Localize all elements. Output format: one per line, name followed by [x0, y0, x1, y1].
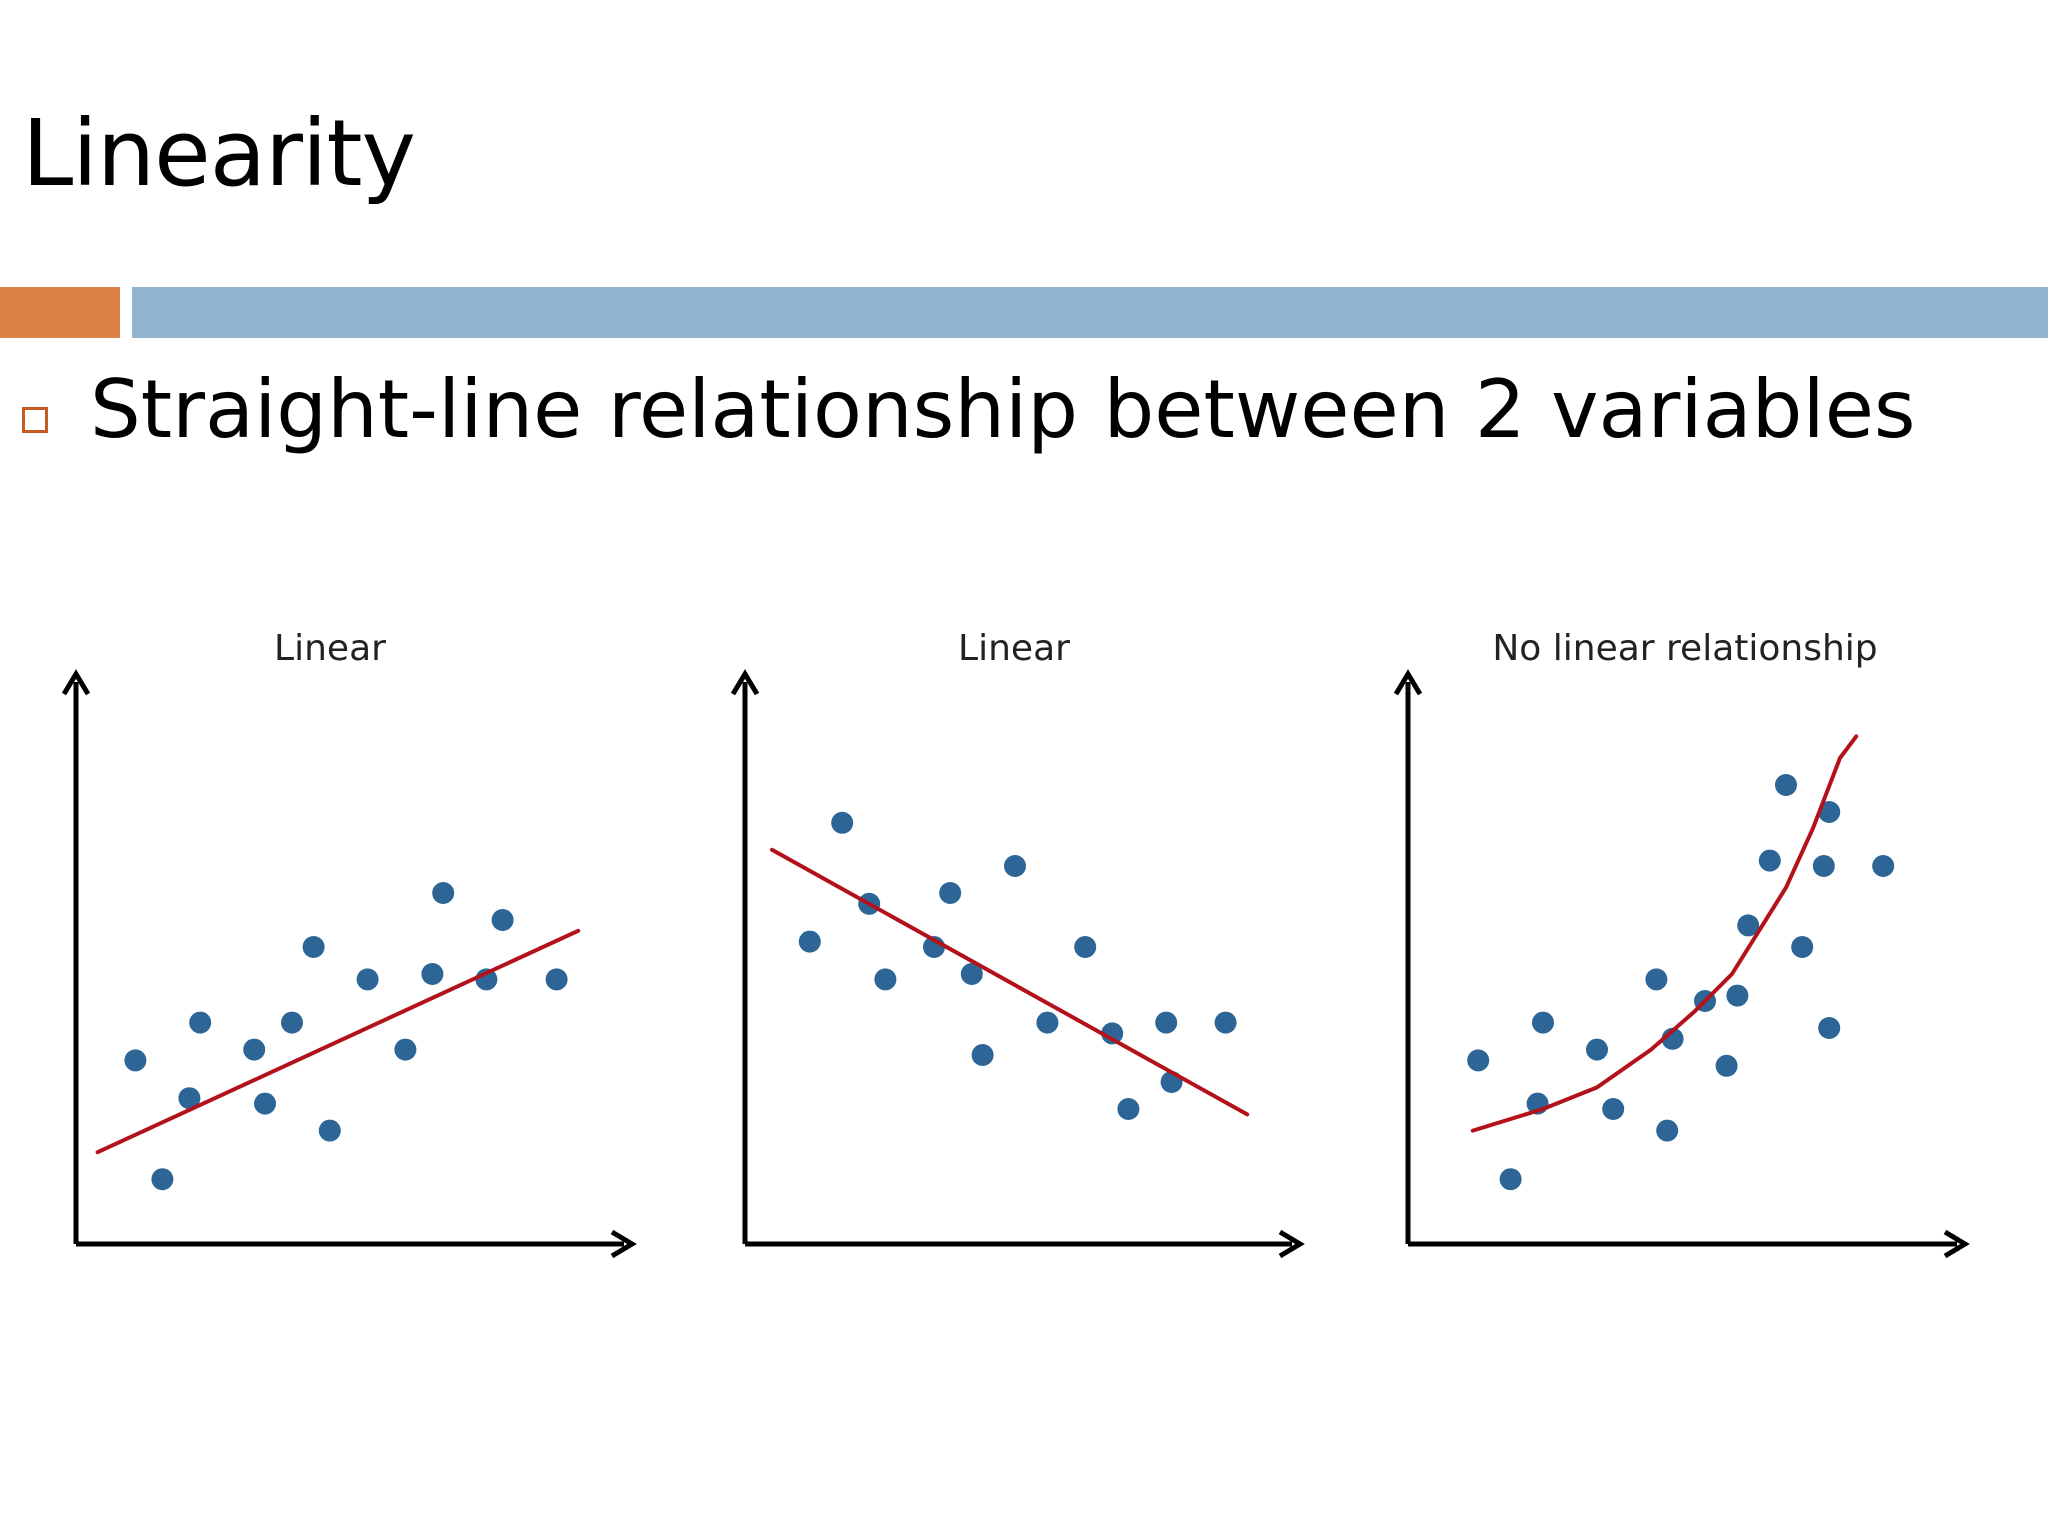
data-point: [1775, 774, 1797, 796]
bullet-item: Straight-line relationship between 2 var…: [22, 370, 1916, 450]
data-point: [960, 963, 983, 985]
data-point: [124, 1049, 147, 1072]
square-bullet-icon: [22, 407, 48, 433]
data-point: [1586, 1038, 1608, 1061]
data-point: [1818, 1017, 1841, 1039]
data-point: [1499, 1168, 1522, 1191]
data-point: [491, 909, 514, 931]
chart-1: [61, 669, 637, 1259]
data-point: [1214, 1011, 1237, 1034]
data-point: [1602, 1098, 1625, 1120]
y-axis-arrow-icon: [730, 669, 760, 696]
data-point: [971, 1044, 994, 1066]
slide-title: Linearity: [22, 100, 416, 207]
data-point: [189, 1011, 212, 1034]
chart-2-title: Linear: [958, 628, 1070, 669]
chart-3-title: No linear relationship: [1492, 628, 1878, 669]
data-point: [1532, 1011, 1554, 1034]
data-point: [874, 968, 897, 991]
trend-line: [770, 847, 1250, 1117]
chart-1-title: Linear: [274, 628, 386, 669]
trend-line: [95, 928, 581, 1155]
data-point: [798, 930, 821, 953]
data-point: [243, 1038, 266, 1061]
data-point: [1818, 801, 1841, 823]
data-point: [1758, 849, 1781, 872]
data-point: [432, 882, 455, 904]
data-point: [1036, 1011, 1059, 1034]
data-point: [318, 1119, 341, 1142]
chart-2: [730, 669, 1305, 1259]
title-accent-orange: [0, 287, 120, 338]
data-point: [939, 882, 962, 904]
data-point: [1117, 1098, 1140, 1120]
data-point: [151, 1168, 174, 1191]
data-point: [394, 1038, 417, 1061]
data-point: [1812, 855, 1835, 877]
trend-curve: [1470, 734, 1859, 1133]
data-point: [1004, 855, 1026, 877]
title-accent-blue: [132, 287, 2048, 338]
data-point: [1155, 1011, 1178, 1034]
x-axis-arrow-icon: [1278, 1229, 1305, 1259]
y-axis-arrow-icon: [1393, 669, 1423, 696]
x-axis-arrow-icon: [1943, 1229, 1970, 1259]
data-point: [831, 811, 854, 834]
data-point: [178, 1087, 201, 1110]
data-point: [302, 936, 325, 958]
data-point: [1791, 936, 1814, 958]
x-axis-arrow-icon: [610, 1229, 637, 1259]
data-point: [1101, 1022, 1124, 1045]
data-point: [356, 968, 379, 991]
y-axis-arrow-icon: [61, 669, 91, 696]
data-point: [1645, 968, 1668, 991]
chart-3: [1393, 669, 1970, 1259]
data-point: [1467, 1049, 1490, 1072]
data-point: [1656, 1119, 1679, 1142]
data-point: [1737, 914, 1760, 937]
data-point: [1074, 936, 1097, 958]
data-point: [254, 1092, 276, 1115]
bullet-text: Straight-line relationship between 2 var…: [90, 363, 1916, 456]
data-point: [545, 968, 568, 991]
data-point: [1715, 1054, 1738, 1077]
data-point: [1872, 855, 1895, 877]
data-point: [281, 1011, 303, 1034]
data-point: [421, 963, 444, 985]
data-point: [1726, 984, 1749, 1007]
